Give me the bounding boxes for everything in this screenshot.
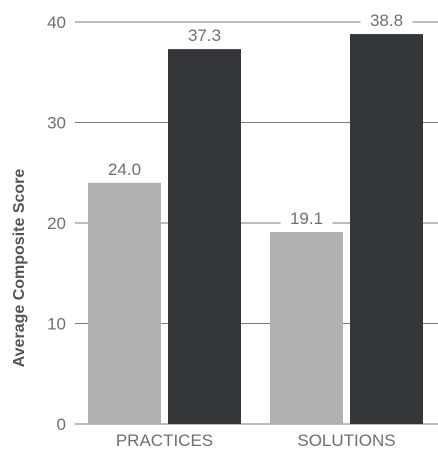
- category-labels: PRACTICES SOLUTIONS: [116, 431, 396, 450]
- data-label-background: [98, 159, 151, 179]
- bar-solutions-2: [350, 34, 423, 425]
- y-tick-label: 20: [47, 214, 66, 233]
- category-label: SOLUTIONS: [297, 431, 395, 450]
- data-label: 19.1: [290, 209, 323, 228]
- y-tick-label: 30: [47, 114, 66, 133]
- bar-practices-2: [168, 49, 241, 424]
- data-label-background: [360, 11, 413, 31]
- y-tick-label: 40: [47, 13, 66, 32]
- data-labels: 24.0 37.3 19.1 38.8: [98, 11, 413, 229]
- y-axis-label: Average Composite Score: [11, 169, 28, 368]
- bars: [88, 34, 423, 425]
- y-tick-labels: 0 10 20 30 40: [47, 13, 66, 434]
- data-label: 37.3: [188, 26, 221, 45]
- category-label: PRACTICES: [116, 431, 213, 450]
- data-label: 38.8: [370, 11, 403, 30]
- y-tick-label: 10: [47, 315, 66, 334]
- data-label: 24.0: [108, 160, 141, 179]
- bar-practices-1: [88, 182, 161, 424]
- bar-solutions-1: [270, 232, 343, 424]
- data-label-background: [178, 26, 231, 46]
- y-tick-label: 0: [57, 415, 66, 434]
- data-label-background: [280, 209, 333, 229]
